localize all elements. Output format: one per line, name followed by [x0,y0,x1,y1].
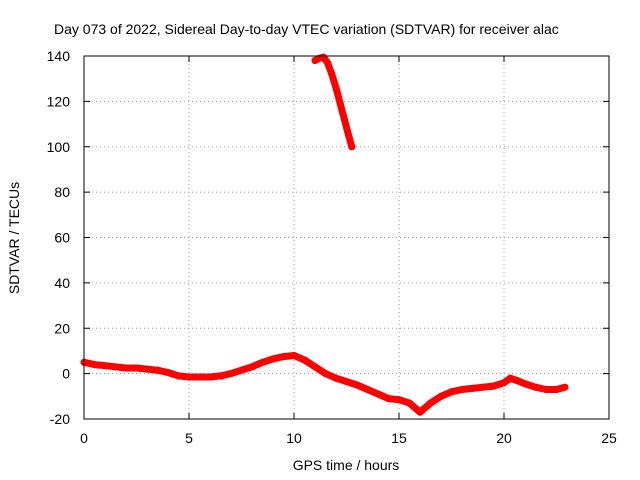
y-tick-label: -20 [50,411,70,427]
data-point [542,386,550,393]
y-tick-label: 140 [47,48,71,64]
data-point [532,383,539,391]
x-tick-label: 15 [391,430,407,446]
data-point [348,143,356,151]
data-point [311,363,319,371]
data-point [238,366,245,374]
chart-title: Day 073 of 2022, Sidereal Day-to-day VTE… [54,21,559,37]
data-point [154,366,161,374]
data-point [506,374,514,382]
data-point [319,53,327,61]
data-point [248,363,256,371]
data-point [521,380,529,388]
data-point [458,386,466,393]
data-point [490,382,497,390]
x-tick-label: 20 [496,430,512,446]
data-point [175,372,182,380]
data-point [280,353,287,361]
data-point [437,392,445,400]
data-point [206,373,214,381]
data-point [217,372,224,380]
data-point [91,361,98,369]
data-point [227,370,235,378]
y-tick-label: 0 [62,366,70,382]
data-point [561,383,569,391]
x-axis-label: GPS time / hours [293,457,400,473]
y-tick-label: 60 [54,230,70,246]
x-tick-label: 5 [185,430,193,446]
data-point [259,358,266,366]
y-tick-label: 100 [47,139,71,155]
data-point [133,364,140,372]
data-point [324,59,332,67]
data-point [345,131,353,139]
data-point [343,378,350,386]
data-point [448,388,455,396]
data-point [332,84,340,92]
x-tick-label: 10 [286,430,302,446]
data-point [427,399,434,407]
data-point [196,373,203,381]
data-point [479,383,487,391]
data-point [500,379,508,387]
data-point [364,386,371,393]
y-tick-label: 40 [54,275,70,291]
data-point [164,369,172,376]
y-axis-label: SDTVAR / TECUs [6,182,22,294]
data-point [513,376,521,384]
y-axis-ticks: -20 0 20 40 60 80 100 120 140 [47,48,609,427]
data-point [332,374,340,382]
plot-frame [83,55,610,420]
data-point [416,408,424,416]
data-point [112,363,119,371]
x-axis-ticks: 0 5 10 15 20 25 [80,56,617,446]
data-point [301,356,308,364]
data-point [353,381,361,389]
data-point [385,395,392,403]
data-point [374,390,382,398]
data-point [328,70,336,78]
data-point [185,373,193,381]
x-tick-label: 0 [80,430,88,446]
data-series [80,53,569,416]
data-point [322,370,329,378]
data-point [143,365,151,373]
y-tick-label: 120 [47,93,71,109]
grid-lines [84,56,609,419]
y-tick-label: 20 [54,320,70,336]
data-point [340,116,348,123]
x-tick-label: 25 [601,430,617,446]
data-point [336,100,344,108]
data-point [553,386,560,393]
y-tick-label: 80 [54,184,70,200]
data-point [269,355,277,363]
data-point [101,362,109,370]
data-point [395,396,403,404]
data-point [469,384,476,392]
data-point [122,364,130,372]
data-point [406,399,413,407]
data-point [290,352,298,359]
